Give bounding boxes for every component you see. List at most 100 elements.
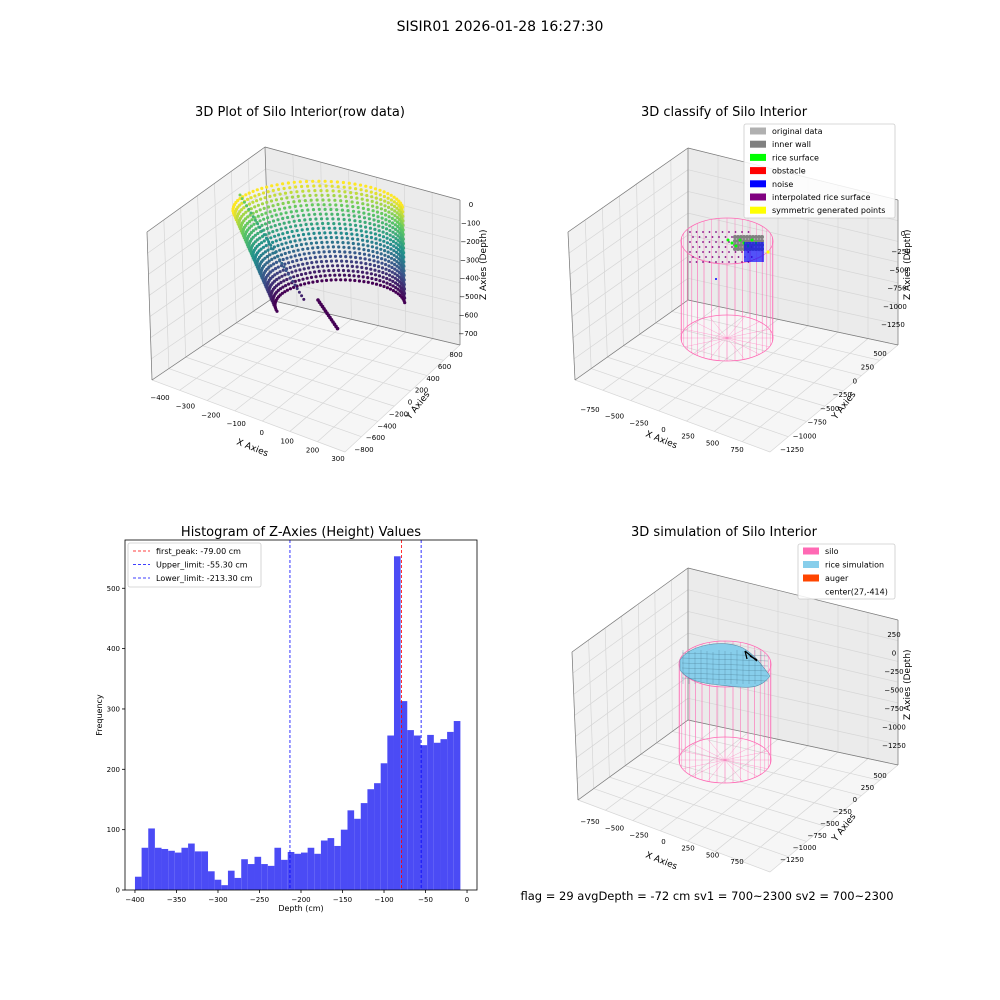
histogram-bar bbox=[354, 818, 361, 890]
raw-x-tick-label: −400 bbox=[150, 394, 169, 402]
classify-x-tick-label: −750 bbox=[580, 406, 599, 414]
raw-x-tick-label: 100 bbox=[280, 438, 293, 446]
histogram-bar bbox=[374, 783, 381, 890]
raw-y-tick-label: 0 bbox=[408, 399, 412, 407]
histogram-bar bbox=[447, 731, 454, 890]
histogram-bar bbox=[314, 853, 321, 890]
legend-swatch bbox=[803, 547, 819, 555]
legend-label: rice surface bbox=[772, 153, 819, 162]
histogram-bar bbox=[208, 871, 215, 890]
classify-z-tick-label: −750 bbox=[887, 285, 906, 293]
histogram-bar bbox=[327, 838, 335, 890]
histogram-x-tick-label: −150 bbox=[333, 896, 352, 904]
raw-y-tick-label: 600 bbox=[438, 363, 451, 371]
classify-y-tick-label: −1250 bbox=[780, 446, 804, 454]
histogram-bar bbox=[201, 851, 209, 890]
raw-z-tick-label: −200 bbox=[461, 238, 480, 246]
histogram-bar bbox=[400, 701, 408, 890]
histogram-bar bbox=[334, 845, 341, 890]
histogram-bar bbox=[320, 840, 328, 890]
histogram-y-ticks: 0 100 200 300 400 500 bbox=[107, 585, 125, 895]
simulation-z-tick-label: 250 bbox=[887, 631, 900, 639]
legend-label: Upper_limit: -55.30 cm bbox=[156, 561, 248, 570]
classify-y-tick-label: 0 bbox=[853, 377, 857, 385]
raw-z-tick-label: 0 bbox=[469, 201, 473, 209]
histogram-bar bbox=[148, 828, 155, 890]
histogram-x-tick-label: −250 bbox=[250, 896, 269, 904]
histogram-bar bbox=[413, 735, 421, 890]
raw-x-tick-label: 200 bbox=[306, 446, 319, 454]
classify-x-tick-label: 500 bbox=[706, 439, 719, 447]
histogram-bar bbox=[347, 810, 355, 890]
simulation-rice-surface bbox=[679, 643, 771, 688]
legend-swatch bbox=[750, 180, 766, 188]
legend-label: first_peak: -79.00 cm bbox=[156, 547, 241, 556]
legend-label: center(27,-414) bbox=[825, 588, 888, 597]
histogram-y-tick-label: 400 bbox=[107, 645, 120, 653]
raw-point-cloud bbox=[231, 179, 407, 331]
simulation-z-tick-label: −1250 bbox=[882, 742, 906, 750]
simulation-silo-wireframe bbox=[678, 640, 772, 784]
histogram-legend: first_peak: -79.00 cm Upper_limit: -55.30… bbox=[127, 542, 262, 588]
simulation-y-tick-label: −1250 bbox=[780, 856, 804, 864]
histogram-bar bbox=[134, 876, 142, 890]
classify-x-ticks: −750 −500 −250 0 250 500 750 bbox=[580, 406, 743, 454]
raw-x-tick-label: 300 bbox=[331, 455, 344, 463]
raw-y-tick-label: 400 bbox=[426, 375, 439, 383]
legend-label: Lower_limit: -213.30 cm bbox=[156, 574, 253, 583]
histogram-bar bbox=[141, 847, 149, 890]
raw-x-tick-label: −300 bbox=[176, 403, 195, 411]
simulation-z-tick-label: −1000 bbox=[882, 724, 906, 732]
histogram-bar bbox=[281, 859, 288, 890]
histogram-bar bbox=[247, 864, 255, 890]
histogram-bar bbox=[367, 789, 375, 890]
histogram-bar bbox=[221, 885, 228, 890]
histogram-bar bbox=[301, 852, 308, 890]
raw-z-axis-label: Z Axies (Depth) bbox=[479, 229, 489, 300]
histogram-bar bbox=[340, 829, 348, 890]
legend-label: inner wall bbox=[772, 140, 811, 149]
histogram-bar bbox=[234, 877, 242, 890]
raw-x-axis-label: X Axies bbox=[235, 438, 270, 460]
histogram-x-axis-label: Depth (cm) bbox=[278, 904, 323, 913]
histogram-bar bbox=[181, 847, 189, 890]
histogram-y-tick-label: 300 bbox=[107, 705, 120, 713]
legend-label: rice simulation bbox=[825, 561, 884, 570]
histogram-bars bbox=[134, 556, 461, 890]
raw-x-ticks: −400 −300 −200 −100 0 100 200 300 bbox=[150, 394, 344, 463]
histogram-x-tick-label: −350 bbox=[167, 896, 186, 904]
histogram-bar bbox=[387, 735, 394, 890]
legend-swatch bbox=[803, 561, 819, 568]
classify-x-tick-label: −500 bbox=[605, 413, 624, 421]
histogram-bar bbox=[294, 853, 301, 890]
raw-z-tick-label: −700 bbox=[458, 330, 477, 338]
simulation-y-tick-label: 250 bbox=[861, 784, 874, 792]
raw-y-tick-label: 200 bbox=[415, 387, 428, 395]
raw-z-ticks: 0 −100 −200 −300 −400 −500 −600 −700 bbox=[458, 201, 480, 338]
classify-y-tick-label: −500 bbox=[820, 405, 839, 413]
classify-silo-wireframe bbox=[680, 217, 774, 362]
classify-y-tick-label: 500 bbox=[873, 350, 886, 358]
simulation-z-ticks: 250 0 −250 −500 −750 −1000 −1250 bbox=[882, 631, 906, 750]
legend-swatch bbox=[750, 167, 766, 175]
histogram-bar bbox=[274, 847, 282, 890]
raw-y-tick-label: −200 bbox=[389, 410, 408, 418]
histogram-bar bbox=[307, 847, 315, 890]
histogram-x-tick-label: −200 bbox=[291, 896, 310, 904]
histogram-x-ticks: −400 −350 −300 −250 −200 −150 −100 −50 0 bbox=[125, 890, 469, 904]
simulation-x-ticks: −750 −500 −250 0 250 500 750 bbox=[580, 818, 743, 866]
simulation-x-tick-label: −250 bbox=[629, 831, 648, 839]
classify-y-tick-label: −250 bbox=[833, 391, 852, 399]
histogram-bar bbox=[380, 763, 388, 890]
classify-z-tick-label: −1250 bbox=[881, 321, 905, 329]
histogram-y-tick-label: 100 bbox=[107, 826, 120, 834]
legend-label: auger bbox=[825, 574, 849, 583]
classify-panel: 3D classify of Silo Interior −750 −500 −25… bbox=[567, 105, 913, 454]
simulation-z-tick-label: −250 bbox=[884, 668, 903, 676]
simulation-y-tick-label: −250 bbox=[833, 808, 852, 816]
histogram-y-tick-label: 500 bbox=[107, 585, 120, 593]
histogram-y-axis-label: Frequency bbox=[95, 694, 104, 736]
histogram-bar bbox=[360, 803, 368, 890]
